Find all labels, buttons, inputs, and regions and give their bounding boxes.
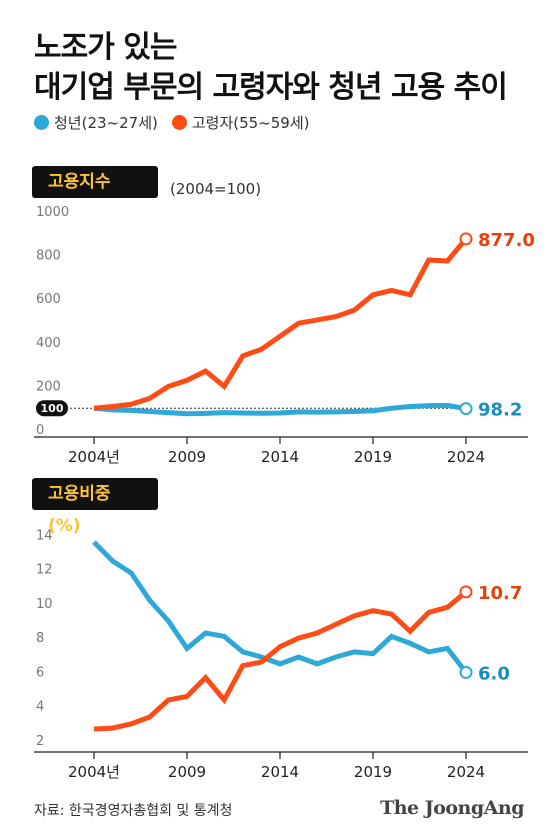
legend-item-youth: 청년(23~27세) — [34, 112, 158, 133]
end-point-youth — [459, 665, 473, 679]
y-tick-label-2: 400 — [36, 336, 61, 351]
employment-index-chart: 0 200 400 600 800 1000 2004년 2009 2014 2019 2024 10… — [34, 205, 535, 466]
x-tick-label-4: 2024 — [447, 448, 485, 466]
legend-label-youth: 청년(23~27세) — [54, 114, 158, 132]
end-point-senior — [459, 585, 473, 599]
y-tick-label-4: 800 — [36, 249, 61, 264]
series-line-senior — [93, 589, 468, 732]
y-tick-label-5: 1000 — [36, 205, 69, 220]
series-line-youth — [92, 540, 468, 674]
x-tick-label-0: 2004년 — [68, 763, 120, 781]
share-section-label: 고용비중(%) — [32, 478, 158, 536]
y-tick-label-6: 14 — [36, 528, 53, 543]
x-tick-label-3: 2019 — [354, 763, 392, 781]
y-tick-label-0: 2 — [36, 734, 44, 749]
title-line-2: 대기업 부문의 고령자와 청년 고용 추이 — [34, 70, 508, 105]
x-tick-label-1: 2009 — [168, 763, 206, 781]
y-tick-label-1: 4 — [36, 700, 44, 715]
x-tick-label-1: 2009 — [168, 448, 206, 466]
baseline-label: 100 — [41, 402, 64, 415]
y-tick-label-1: 200 — [36, 379, 61, 394]
x-tick-label-3: 2019 — [354, 448, 392, 466]
x-tick-label-0: 2004년 — [68, 448, 120, 466]
end-value-label-youth: 6.0 — [478, 663, 510, 684]
legend-swatch-senior — [171, 115, 187, 130]
legend: 청년(23~27세) 고령자(55~59세) — [34, 112, 324, 133]
y-tick-label-3: 8 — [36, 631, 44, 646]
end-value-label-youth: 98.2 — [478, 400, 522, 421]
chart-title: 노조가 있는 대기업 부문의 고령자와 청년 고용 추이 — [34, 28, 508, 108]
baseline-badge — [36, 400, 68, 417]
index-section-label: 고용지수 — [32, 166, 158, 198]
employment-share-chart: 2 4 6 8 10 12 14 2004년 2009 2014 2019 2024 6.0 10.7 — [34, 528, 528, 781]
legend-item-senior: 고령자(55~59세) — [171, 112, 310, 133]
end-point-youth — [459, 402, 473, 416]
legend-swatch-youth — [34, 115, 49, 130]
index-base-note: (2004=100) — [170, 180, 262, 198]
source-note: 자료: 한국경영자총협회 및 통계청 — [34, 803, 233, 819]
publisher-logo: The JoongAng — [380, 797, 524, 819]
legend-label-senior: 고령자(55~59세) — [191, 114, 310, 132]
y-tick-label-2: 6 — [36, 665, 44, 680]
x-tick-label-4: 2024 — [447, 763, 485, 781]
y-tick-label-0: 0 — [36, 423, 44, 438]
series-line-youth — [93, 402, 467, 417]
x-tick-label-2: 2014 — [261, 763, 299, 781]
end-value-label-senior: 10.7 — [478, 583, 522, 604]
y-tick-label-5: 12 — [36, 563, 53, 578]
x-tick-label-2: 2014 — [261, 448, 299, 466]
title-line-1: 노조가 있는 — [34, 30, 177, 65]
end-value-label-senior: 877.0 — [478, 230, 535, 251]
y-tick-label-4: 10 — [36, 597, 53, 612]
y-tick-label-3: 600 — [36, 292, 61, 307]
end-point-senior — [459, 232, 473, 246]
series-line-senior — [93, 237, 468, 411]
